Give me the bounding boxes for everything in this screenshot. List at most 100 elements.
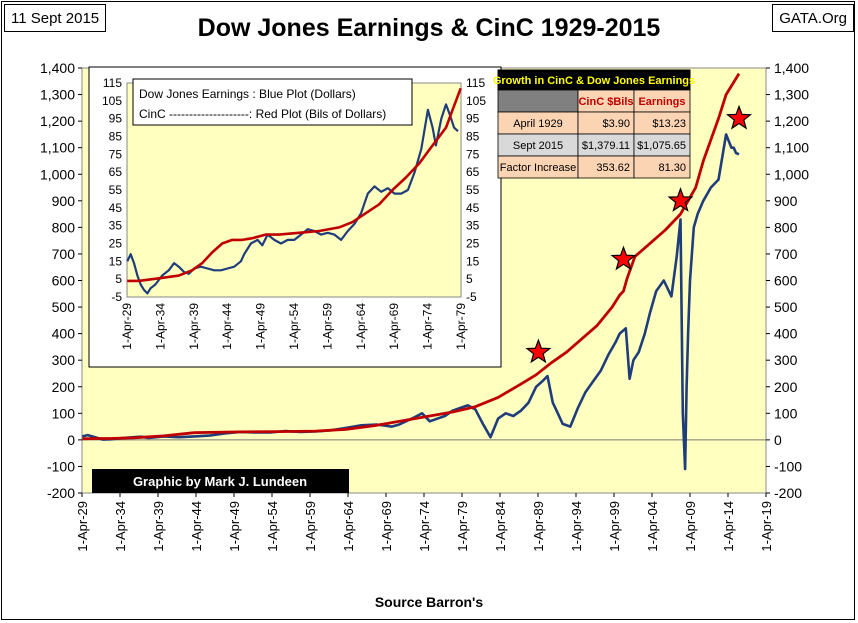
y-tick-label-right: 100 bbox=[774, 405, 798, 421]
table-header-label: Earnings bbox=[638, 96, 685, 108]
inset-y-tick-label-right: 45 bbox=[466, 201, 480, 215]
y-tick-label-right: 300 bbox=[774, 352, 798, 368]
inset-x-tick-label: 1-Apr-79 bbox=[454, 303, 468, 350]
x-tick-label: 1-Apr-39 bbox=[151, 501, 166, 552]
x-tick-label: 1-Apr-59 bbox=[303, 501, 318, 552]
x-tick-label: 1-Apr-19 bbox=[759, 501, 774, 552]
table-cell-value: 81.30 bbox=[658, 162, 686, 174]
inset-y-tick-label-left: 75 bbox=[109, 147, 123, 161]
date-tag: 11 Sept 2015 bbox=[4, 4, 107, 32]
y-tick-label-left: 900 bbox=[52, 193, 76, 209]
inset-y-tick-label-right: 95 bbox=[466, 112, 480, 126]
inset-cinc-line bbox=[127, 87, 462, 283]
inset-y-tick-label-left: 15 bbox=[109, 254, 123, 268]
inset-y-tick-label-left: 115 bbox=[103, 76, 122, 90]
y-tick-label-right: -200 bbox=[774, 485, 802, 501]
y-tick-label-right: 1,200 bbox=[774, 113, 809, 129]
x-tick-label: 1-Apr-29 bbox=[75, 501, 90, 552]
table-cell-value: $1,075.65 bbox=[637, 140, 686, 152]
y-tick-label-left: -200 bbox=[47, 485, 75, 501]
inset-x-tick-label: 1-Apr-74 bbox=[421, 303, 435, 350]
site-tag: GATA.Org bbox=[772, 4, 854, 32]
star-marker bbox=[667, 187, 694, 212]
y-tick-label-right: 1,300 bbox=[774, 87, 809, 103]
inset-legend-entry: Dow Jones Earnings : Blue Plot (Dollars) bbox=[139, 87, 356, 101]
inset-y-tick-label-right: -5 bbox=[466, 290, 477, 304]
x-tick-label: 1-Apr-14 bbox=[721, 501, 736, 552]
inset-y-tick-label-right: 75 bbox=[466, 147, 480, 161]
inset-y-tick-label-right: 15 bbox=[466, 254, 480, 268]
y-tick-label-left: 300 bbox=[52, 352, 76, 368]
inset-y-tick-label-left: 5 bbox=[115, 272, 122, 286]
inset-y-tick-label-left: 45 bbox=[109, 201, 123, 215]
y-tick-label-right: 1,000 bbox=[774, 166, 809, 182]
y-tick-label-right: 400 bbox=[774, 326, 798, 342]
table-cell-value: $3.90 bbox=[602, 118, 630, 130]
y-tick-label-right: 700 bbox=[774, 246, 798, 262]
star-marker bbox=[525, 338, 552, 364]
x-tick-label: 1-Apr-79 bbox=[455, 501, 470, 552]
x-tick-label: 1-Apr-89 bbox=[531, 501, 546, 552]
inset-y-tick-label-right: 5 bbox=[466, 272, 473, 286]
x-tick-label: 1-Apr-64 bbox=[341, 501, 356, 552]
inset-y-tick-label-right: 105 bbox=[466, 94, 486, 108]
y-tick-label-left: 1,000 bbox=[40, 166, 75, 182]
credit-text: Graphic by Mark J. Lundeen bbox=[133, 474, 307, 489]
inset-y-tick-label-right: 35 bbox=[466, 219, 480, 233]
y-tick-label-right: 0 bbox=[774, 432, 782, 448]
y-tick-label-left: 1,200 bbox=[40, 113, 75, 129]
y-tick-label-left: 500 bbox=[52, 299, 76, 315]
table-row-label: April 1929 bbox=[513, 118, 563, 130]
inset-y-tick-label-left: 55 bbox=[109, 183, 123, 197]
table-title: Growth in CinC & Dow Jones Earnings bbox=[493, 75, 695, 87]
inset-y-tick-label-right: 115 bbox=[466, 76, 485, 90]
inset-y-tick-label-right: 55 bbox=[466, 183, 480, 197]
table-cell-value: $1,379.11 bbox=[582, 140, 630, 152]
y-tick-label-right: 500 bbox=[774, 299, 798, 315]
y-tick-label-left: 200 bbox=[52, 379, 76, 395]
y-tick-label-left: 100 bbox=[52, 405, 76, 421]
x-tick-label: 1-Apr-44 bbox=[189, 501, 204, 552]
y-tick-label-left: 1,400 bbox=[40, 60, 75, 76]
inset-x-tick-label: 1-Apr-64 bbox=[354, 303, 368, 350]
table-cell-value: 353.62 bbox=[596, 162, 630, 174]
star-marker bbox=[610, 245, 637, 271]
star-marker bbox=[725, 104, 753, 130]
x-tick-label: 1-Apr-69 bbox=[379, 501, 394, 552]
y-tick-label-left: 400 bbox=[52, 326, 76, 342]
x-tick-label: 1-Apr-99 bbox=[607, 501, 622, 552]
chart-title: Dow Jones Earnings & CinC 1929-2015 bbox=[197, 14, 661, 42]
y-tick-label-left: 1,300 bbox=[40, 87, 75, 103]
table-header-label: CinC $Bils bbox=[578, 96, 633, 108]
y-tick-label-right: 600 bbox=[774, 273, 798, 289]
inset-legend-entry: CinC --------------------: Red Plot (Bil… bbox=[139, 107, 386, 121]
inset-y-tick-label-right: 65 bbox=[466, 165, 480, 179]
y-tick-label-right: 800 bbox=[774, 219, 798, 235]
table-cell-value: $13.23 bbox=[652, 118, 686, 130]
y-tick-label-right: 1,400 bbox=[774, 60, 809, 76]
x-tick-label: 1-Apr-34 bbox=[113, 501, 128, 552]
table-row-label: Factor Increase bbox=[500, 162, 576, 174]
x-tick-label: 1-Apr-04 bbox=[645, 501, 660, 552]
inset-x-tick-label: 1-Apr-69 bbox=[387, 303, 401, 350]
inset-legend bbox=[132, 78, 413, 126]
y-tick-label-right: 1,100 bbox=[774, 140, 809, 156]
inset-y-tick-label-left: 65 bbox=[109, 165, 123, 179]
y-tick-label-left: 0 bbox=[67, 432, 75, 448]
x-tick-label: 1-Apr-09 bbox=[683, 501, 698, 552]
inset-x-tick-label: 1-Apr-59 bbox=[320, 303, 334, 350]
inset-y-tick-label-left: 105 bbox=[102, 94, 122, 108]
x-tick-label: 1-Apr-94 bbox=[569, 501, 584, 552]
inset-x-tick-label: 1-Apr-34 bbox=[153, 303, 167, 350]
table-row-label: Sept 2015 bbox=[513, 140, 563, 152]
table-header-cell bbox=[497, 89, 579, 113]
inset-x-tick-label: 1-Apr-39 bbox=[187, 303, 201, 350]
inset-x-tick-label: 1-Apr-49 bbox=[254, 303, 268, 350]
inset-x-tick-label: 1-Apr-29 bbox=[120, 303, 134, 350]
table-cell bbox=[633, 155, 691, 179]
inset-y-tick-label-left: 35 bbox=[109, 219, 123, 233]
x-axis-label: Source Barron's bbox=[374, 594, 484, 610]
x-tick-label: 1-Apr-74 bbox=[417, 501, 432, 552]
